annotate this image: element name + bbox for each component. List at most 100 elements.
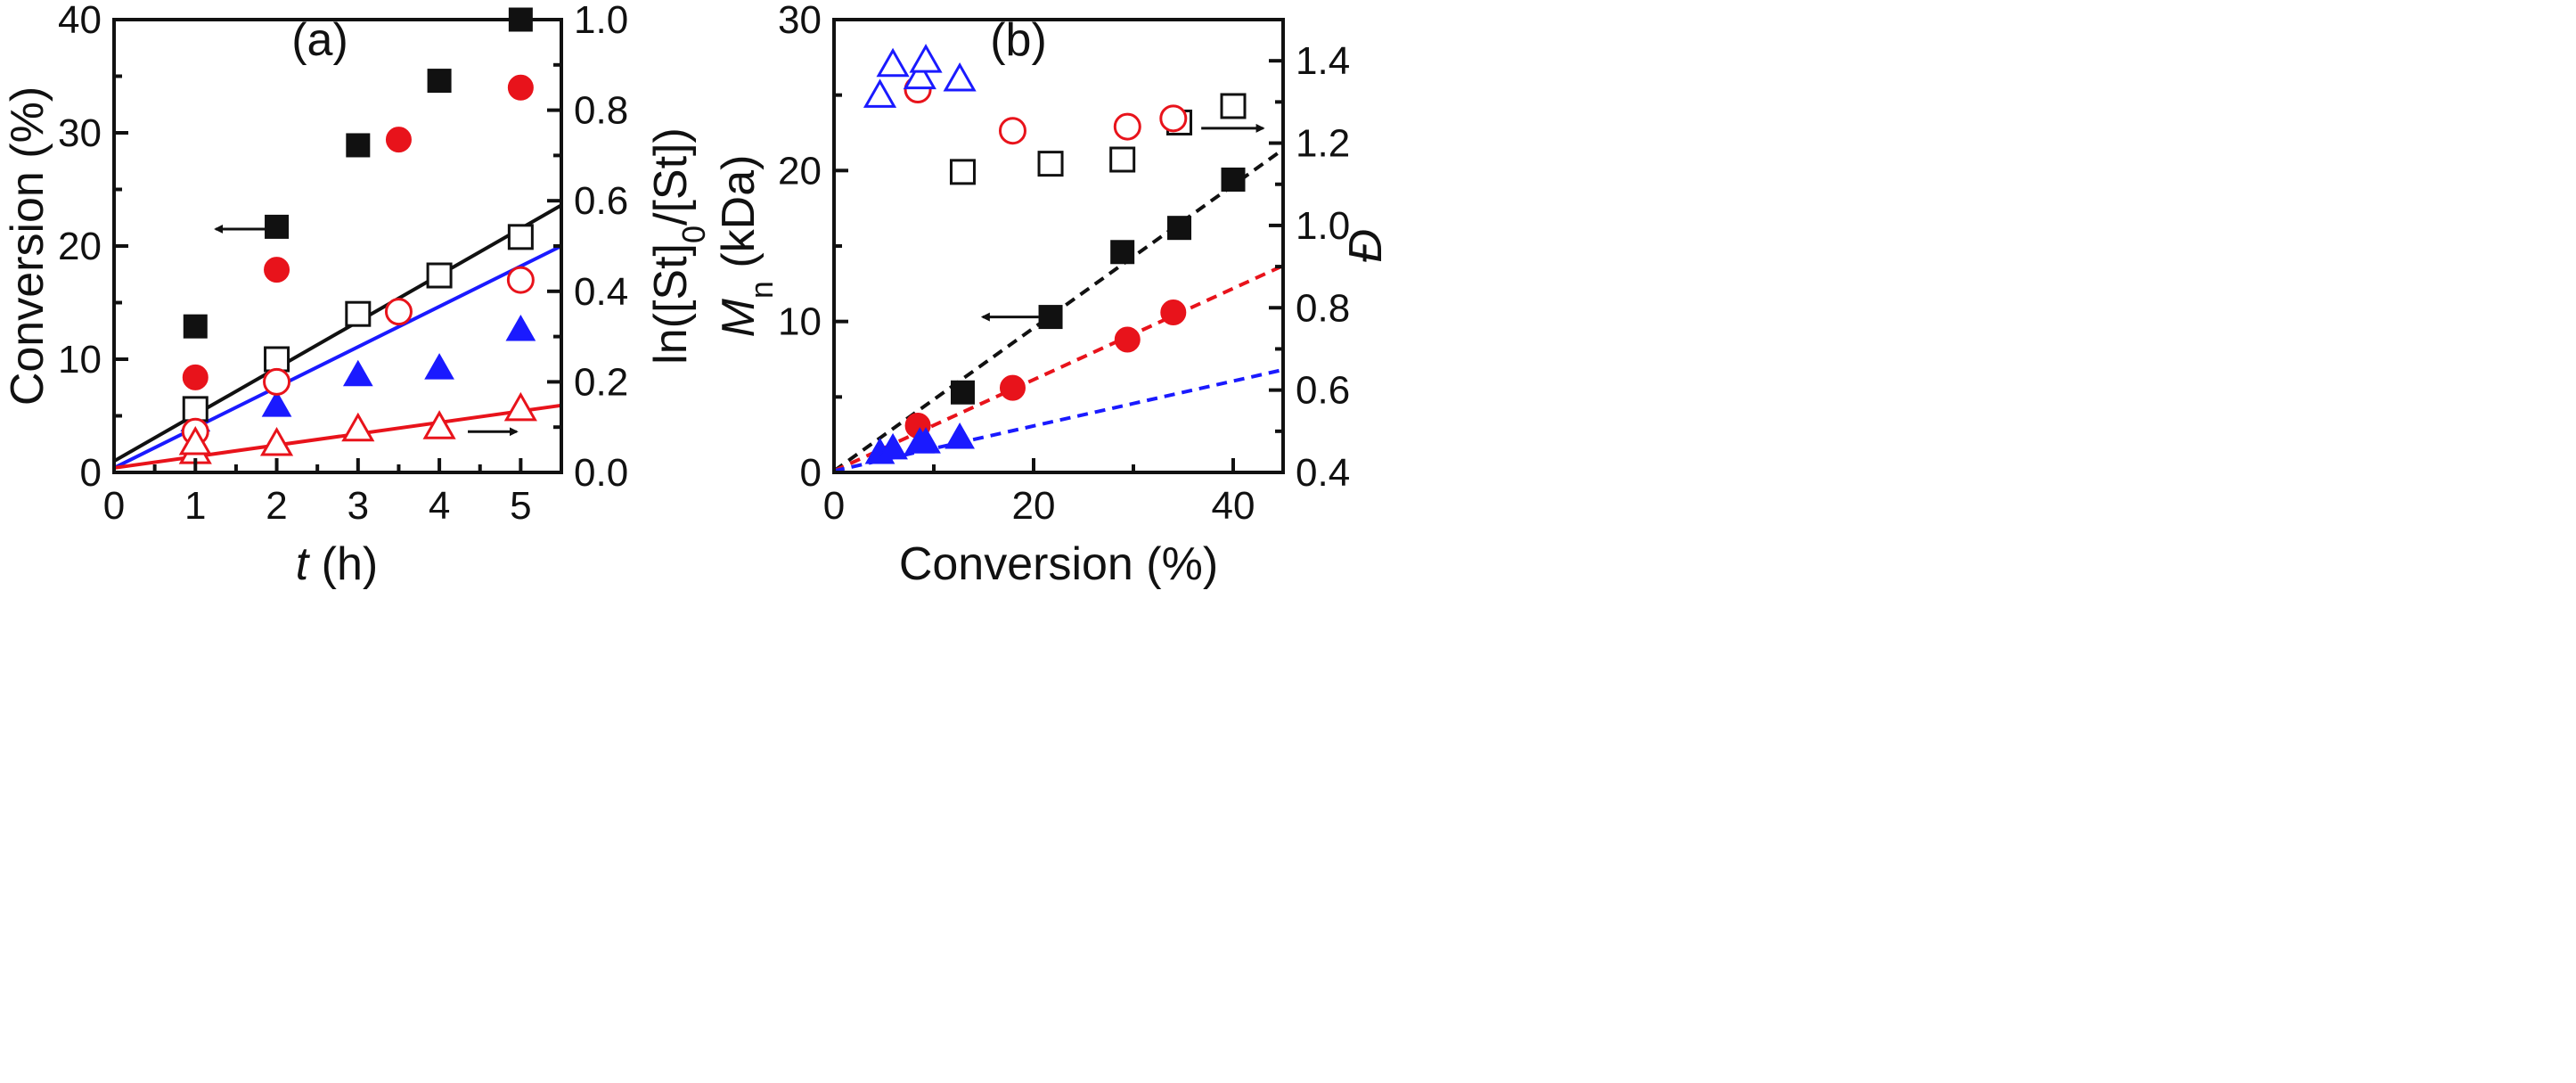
y-left-title-rest: (kDa) <box>713 155 765 282</box>
data-point-s3-2 <box>878 432 908 460</box>
fit-line-3 <box>833 367 1284 473</box>
data-point-s5-3 <box>384 298 413 326</box>
data-point-s1-2 <box>265 214 290 239</box>
data-point-s1-3 <box>346 133 371 158</box>
data-point-s4-2 <box>1037 151 1064 177</box>
data-point-s2-3 <box>1114 326 1141 353</box>
y-right-title-part: /[St]) <box>645 127 697 226</box>
data-point-s1-4 <box>1167 216 1192 241</box>
data-point-s4-4 <box>426 262 453 289</box>
data-point-s6-2 <box>876 47 910 78</box>
data-point-s6-3 <box>259 426 294 456</box>
y-left-title-italic: M <box>713 298 765 337</box>
y-left-tick-label: 10 <box>778 300 822 344</box>
data-point-s4-5 <box>507 224 534 250</box>
data-point-s6-4 <box>909 44 943 73</box>
panel-b-chart: 0 20 40 0 10 20 30 0.4 0.6 0.8 1.0 1.2 1.4 (b) Convers… <box>713 0 1392 590</box>
x-tick-label: 1 <box>184 484 206 528</box>
data-point-s3-4 <box>911 427 941 454</box>
y-left-tick-label: 40 <box>58 0 102 42</box>
x-axis-title-italic: t <box>296 538 311 590</box>
y-left-tick-label: 20 <box>58 225 102 268</box>
data-point-s6-5 <box>422 410 456 439</box>
data-point-s2-2 <box>999 374 1026 401</box>
x-axis-title: Conversion (%) <box>899 538 1218 590</box>
data-point-s6-3 <box>903 60 936 90</box>
data-point-s3-3 <box>342 359 373 387</box>
data-point-s1-2 <box>1038 305 1063 330</box>
data-point-s2-4 <box>507 74 534 101</box>
data-point-s3-2 <box>261 390 292 417</box>
y-left-tick-label: 10 <box>58 338 102 382</box>
data-point-s3-5 <box>505 314 536 341</box>
y-right-tick-label: 1.2 <box>1296 122 1350 166</box>
panel-a-chart: 0 1 2 3 4 5 0 10 20 30 40 0.0 0.2 0.4 0.6 0.8 1.0 (a) t (h… <box>2 0 712 590</box>
y-right-tick-label: 0.6 <box>574 179 628 223</box>
y-right-tick-label: 0.2 <box>574 360 628 404</box>
y-right-title-subscript: 0 <box>675 226 712 243</box>
fit-line-2 <box>833 264 1284 473</box>
y-left-axis-title: Conversion (%) <box>2 86 53 406</box>
x-tick-label: 4 <box>429 484 450 528</box>
plot-frame <box>112 18 563 474</box>
data-point-s3-4 <box>424 353 454 380</box>
data-point-s4-5 <box>1220 93 1247 119</box>
x-tick-label: 5 <box>510 484 531 528</box>
y-right-tick-label: 0.4 <box>574 270 628 314</box>
data-point-s4-3 <box>1109 146 1136 173</box>
data-point-s2-3 <box>385 127 412 153</box>
x-tick-label: 40 <box>1212 484 1255 528</box>
data-point-s4-3 <box>345 300 372 327</box>
y-left-tick-label: 0 <box>800 451 822 495</box>
data-point-s2-2 <box>264 257 290 283</box>
panel-label: (b) <box>990 14 1047 66</box>
x-axis-title: t (h) <box>296 538 378 590</box>
y-right-tick-label: 0.8 <box>1296 286 1350 330</box>
data-point-s4-2 <box>264 346 290 373</box>
y-right-title-part: ln([St] <box>645 243 697 365</box>
data-point-s1-5 <box>1221 167 1246 192</box>
x-tick-label: 0 <box>823 484 845 528</box>
data-point-s6-5 <box>943 62 977 92</box>
data-point-s1-1 <box>950 380 975 405</box>
data-point-s6-2 <box>178 425 212 455</box>
data-point-s2-1 <box>182 364 209 390</box>
data-point-s1-4 <box>427 69 452 94</box>
data-point-s5-2 <box>263 367 291 396</box>
x-tick-label: 0 <box>103 484 125 528</box>
y-left-tick-label: 20 <box>778 149 822 193</box>
fit-line-2 <box>113 244 562 470</box>
y-left-tick-label: 30 <box>58 111 102 155</box>
y-left-tick-label: 0 <box>80 451 102 495</box>
data-point-s5-3 <box>1113 112 1141 141</box>
y-right-axis-title: ln([St]0/[St]) <box>645 127 712 365</box>
y-right-tick-label: 0.8 <box>574 89 628 133</box>
x-tick-label: 20 <box>1012 484 1056 528</box>
y-left-title-subscript: n <box>743 281 780 299</box>
data-point-s5-2 <box>998 117 1026 145</box>
fit-line-3 <box>113 403 562 470</box>
y-right-tick-label: 1.4 <box>1296 39 1350 83</box>
y-right-tick-label: 0.4 <box>1296 451 1350 495</box>
x-axis-title-rest: (h) <box>308 538 378 590</box>
data-point-s4-1 <box>182 396 209 423</box>
data-point-s1-3 <box>1110 240 1135 265</box>
y-right-tick-label: 1.0 <box>574 0 628 42</box>
data-point-s6-4 <box>341 412 375 442</box>
data-point-s5-4 <box>506 266 535 294</box>
y-right-tick-label: 1.0 <box>1296 204 1350 248</box>
x-tick-label: 2 <box>266 484 287 528</box>
data-point-s6-1 <box>863 78 897 108</box>
x-tick-label: 3 <box>348 484 369 528</box>
y-left-axis-title: Mn (kDa) <box>713 155 780 338</box>
data-point-s5-4 <box>1159 104 1188 133</box>
fit-line-1 <box>113 203 562 464</box>
panel-label: (a) <box>291 14 348 66</box>
data-point-s4-1 <box>949 159 976 185</box>
y-right-tick-label: 0.6 <box>1296 369 1350 413</box>
data-point-s2-4 <box>1160 299 1187 326</box>
data-point-s6-6 <box>503 391 537 422</box>
y-left-tick-label: 30 <box>778 0 822 42</box>
y-right-axis-title: Đ <box>1340 229 1392 263</box>
